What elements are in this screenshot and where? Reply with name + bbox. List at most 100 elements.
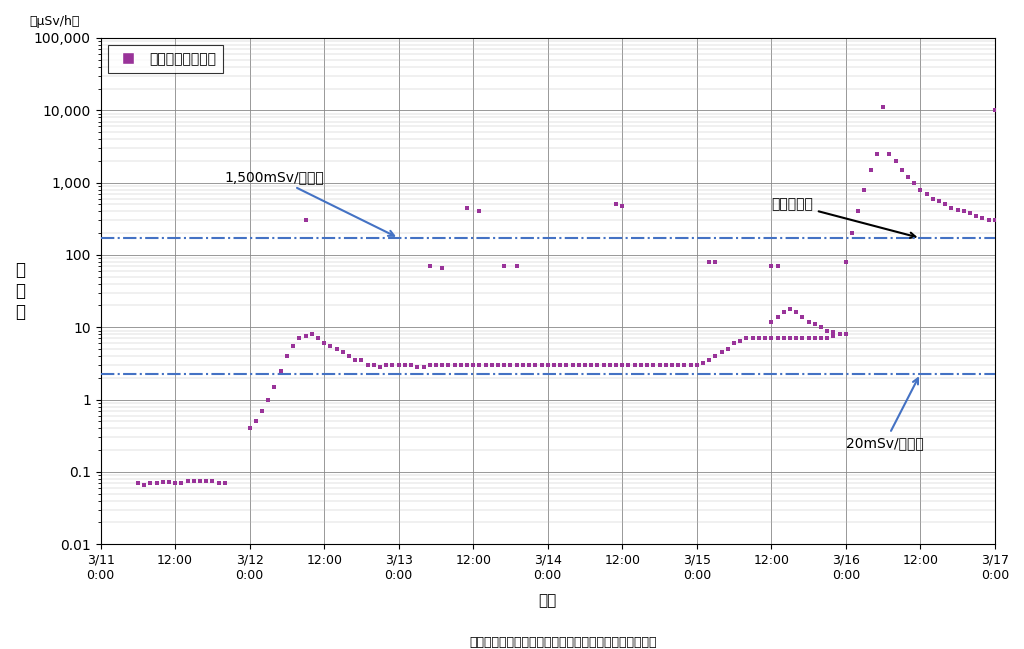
- Point: [503, 360, 519, 371]
- Point: [844, 228, 860, 238]
- Point: [949, 204, 966, 215]
- Point: [757, 334, 773, 344]
- Point: [577, 360, 593, 371]
- Point: [787, 308, 804, 318]
- Point: [390, 360, 407, 371]
- Point: [801, 316, 817, 326]
- Point: [999, 121, 1016, 132]
- Point: [496, 360, 512, 371]
- Point: [868, 149, 885, 159]
- Y-axis label: 線
量
率: 線 量 率: [15, 262, 25, 321]
- Point: [726, 338, 742, 349]
- Point: [714, 347, 730, 358]
- Point: [509, 261, 525, 271]
- Point: [775, 308, 792, 318]
- Point: [614, 360, 631, 371]
- Point: [838, 257, 854, 267]
- Point: [434, 263, 451, 274]
- Point: [943, 202, 959, 213]
- Point: [323, 341, 339, 351]
- Point: [763, 261, 779, 271]
- Point: [931, 196, 947, 206]
- Point: [316, 338, 333, 349]
- Point: [416, 362, 432, 373]
- Point: [303, 329, 319, 339]
- Point: [919, 189, 935, 199]
- Point: [378, 360, 394, 371]
- Point: [838, 329, 854, 339]
- Point: [912, 184, 929, 195]
- Point: [471, 360, 487, 371]
- Point: [900, 172, 916, 182]
- Point: [987, 215, 1004, 226]
- Point: [682, 360, 698, 371]
- Point: [621, 360, 637, 371]
- Point: [422, 261, 438, 271]
- Point: [781, 334, 798, 344]
- Point: [894, 165, 910, 175]
- Point: [136, 480, 153, 491]
- Point: [130, 478, 146, 488]
- Point: [440, 360, 457, 371]
- Point: [1018, 138, 1024, 149]
- Point: [173, 478, 189, 488]
- Point: [347, 355, 364, 365]
- Point: [801, 334, 817, 344]
- Point: [795, 334, 811, 344]
- Point: [359, 360, 376, 371]
- Point: [775, 334, 792, 344]
- Point: [688, 360, 705, 371]
- Point: [210, 478, 226, 488]
- Point: [335, 347, 351, 358]
- Point: [329, 344, 345, 354]
- Point: [602, 360, 618, 371]
- Point: [862, 165, 879, 175]
- Point: [769, 312, 785, 322]
- Point: [955, 206, 972, 217]
- Legend: 正門付近の線量率: 正門付近の線量率: [108, 45, 223, 73]
- Point: [496, 261, 512, 271]
- Point: [651, 360, 668, 371]
- Point: [552, 360, 568, 371]
- Point: [769, 261, 785, 271]
- Point: [558, 360, 574, 371]
- Point: [217, 478, 233, 488]
- Point: [179, 476, 196, 486]
- Point: [925, 193, 941, 204]
- Point: [242, 423, 258, 434]
- Point: [850, 206, 866, 217]
- Point: [708, 257, 724, 267]
- Point: [708, 351, 724, 361]
- Point: [787, 334, 804, 344]
- Point: [670, 360, 686, 371]
- Point: [285, 341, 301, 351]
- Point: [291, 334, 307, 344]
- Point: [993, 112, 1010, 123]
- Point: [645, 360, 662, 371]
- Point: [676, 360, 692, 371]
- Point: [769, 334, 785, 344]
- Point: [155, 477, 171, 487]
- Point: [564, 360, 581, 371]
- Point: [751, 334, 767, 344]
- Text: 20mSv/年相当: 20mSv/年相当: [846, 378, 924, 450]
- Point: [527, 360, 544, 371]
- Point: [595, 360, 611, 371]
- Point: [639, 360, 655, 371]
- Point: [422, 360, 438, 371]
- Point: [570, 360, 587, 371]
- Point: [813, 334, 829, 344]
- Point: [515, 360, 531, 371]
- Point: [148, 478, 165, 488]
- Point: [453, 360, 469, 371]
- Point: [191, 476, 208, 486]
- Point: [614, 201, 631, 211]
- Point: [471, 206, 487, 217]
- Point: [633, 360, 649, 371]
- Point: [1012, 134, 1024, 144]
- Point: [589, 360, 605, 371]
- Point: [744, 334, 761, 344]
- Point: [831, 329, 848, 339]
- Point: [372, 362, 388, 373]
- Point: [974, 214, 990, 224]
